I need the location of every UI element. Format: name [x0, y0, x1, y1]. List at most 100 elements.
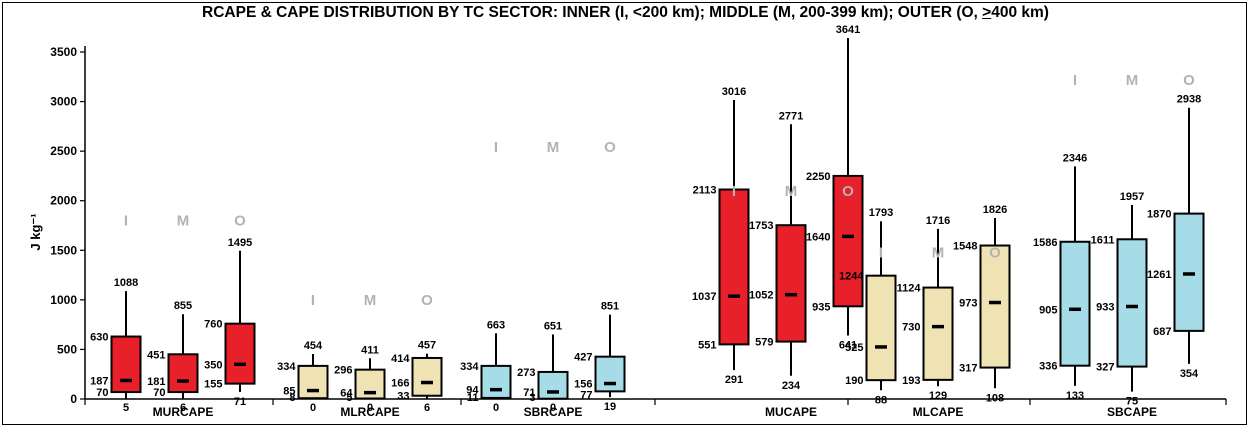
- median-label: 187: [90, 375, 108, 387]
- q1-label: 77: [580, 390, 592, 402]
- x-category-label: SBCAPE: [1107, 405, 1157, 419]
- q1-label: 687: [1153, 326, 1171, 338]
- max-label: 855: [174, 300, 192, 312]
- sector-label-i: I: [494, 139, 498, 156]
- max-label: 457: [418, 340, 436, 352]
- min-label: 0: [310, 402, 316, 414]
- box: [167, 353, 199, 394]
- q1-label: 190: [845, 375, 863, 387]
- q1-label: 33: [397, 391, 409, 403]
- min-label: 5: [123, 402, 129, 414]
- q3-label: 2113: [693, 185, 717, 197]
- max-label: 454: [304, 340, 323, 352]
- box: [411, 356, 443, 397]
- chart-title-post: 400 km): [991, 4, 1049, 21]
- max-label: 3641: [836, 24, 860, 36]
- min-label: 0: [550, 402, 556, 414]
- median-label: 166: [391, 378, 409, 390]
- min-label: 133: [1066, 390, 1084, 402]
- box: [297, 364, 329, 400]
- q1-label: 327: [1096, 362, 1114, 374]
- box: [480, 364, 512, 399]
- min-label: 129: [929, 390, 947, 402]
- sector-label-o: O: [421, 292, 433, 309]
- q1-label: 317: [959, 363, 977, 375]
- sector-label-o: O: [234, 213, 246, 230]
- sector-label-o: O: [842, 183, 854, 200]
- box: [832, 174, 864, 308]
- sector-label-m: M: [177, 213, 190, 230]
- q1-label: 8: [289, 392, 295, 404]
- max-label: 1793: [869, 207, 893, 219]
- sector-label-m: M: [785, 183, 798, 200]
- min-label: 6: [180, 402, 186, 414]
- y-tick-label: 0: [70, 392, 77, 406]
- q3-label: 2250: [806, 171, 830, 183]
- q3-label: 1124: [897, 283, 922, 295]
- q3-label: 1586: [1033, 237, 1057, 249]
- box: [110, 335, 142, 394]
- sector-label-m: M: [364, 292, 377, 309]
- median-label: 973: [959, 298, 977, 310]
- min-label: 108: [986, 392, 1004, 404]
- q1-label: 336: [1039, 361, 1057, 373]
- median-label: 64: [340, 388, 353, 400]
- q1-label: 70: [96, 387, 108, 399]
- sector-label-m: M: [932, 244, 945, 261]
- chart-title-pre: RCAPE & CAPE DISTRIBUTION BY TC SECTOR: …: [202, 4, 983, 21]
- max-label: 651: [544, 320, 562, 332]
- q1-label: 5: [346, 392, 352, 404]
- box: [1116, 238, 1148, 368]
- median-label: 350: [204, 359, 222, 371]
- q3-label: 1244: [839, 271, 864, 283]
- q3-label: 760: [204, 319, 222, 331]
- q1-label: 11: [467, 392, 479, 404]
- q1-label: 155: [204, 379, 222, 391]
- box: [594, 355, 626, 393]
- box: [775, 224, 807, 343]
- min-label: 6: [424, 402, 430, 414]
- q3-label: 1870: [1147, 209, 1171, 221]
- max-label: 663: [487, 319, 505, 331]
- q1-label: 935: [812, 301, 830, 313]
- q3-label: 451: [147, 349, 165, 361]
- sector-label-o: O: [1183, 72, 1195, 89]
- sector-label-m: M: [547, 139, 560, 156]
- max-label: 851: [601, 301, 619, 313]
- q1-label: 70: [153, 387, 165, 399]
- max-label: 2938: [1177, 94, 1201, 106]
- q3-label: 273: [517, 367, 535, 379]
- q3-label: 334: [460, 361, 479, 373]
- median-label: 85: [283, 386, 295, 398]
- max-label: 1495: [228, 237, 252, 249]
- max-label: 3016: [722, 86, 746, 98]
- min-label: 88: [875, 394, 887, 406]
- min-label: 291: [725, 374, 743, 386]
- median-label: 181: [147, 376, 165, 388]
- min-label: 234: [782, 380, 801, 392]
- x-category-label: MURCAPE: [153, 405, 214, 419]
- sector-label-m: M: [1126, 72, 1139, 89]
- max-label: 1716: [926, 215, 950, 227]
- y-tick-label: 3500: [50, 45, 77, 59]
- x-category-label: MLCAPE: [913, 405, 964, 419]
- sector-label-o: O: [989, 244, 1001, 261]
- q3-label: 1753: [749, 220, 773, 232]
- q3-label: 427: [574, 352, 592, 364]
- chart-title-ge: >: [982, 4, 992, 21]
- max-label: 411: [361, 344, 379, 356]
- y-tick-label: 3000: [50, 95, 77, 109]
- y-tick-label: 2000: [50, 194, 77, 208]
- max-label: 1826: [983, 204, 1007, 216]
- median-label: 1640: [806, 231, 830, 243]
- max-label: 2771: [779, 110, 803, 122]
- sector-label-i: I: [1073, 72, 1077, 89]
- max-label: 1957: [1120, 191, 1144, 203]
- q3-label: 334: [277, 361, 296, 373]
- q1-label: 579: [755, 337, 773, 349]
- q3-label: 296: [334, 365, 352, 377]
- median-label: 525: [845, 342, 863, 354]
